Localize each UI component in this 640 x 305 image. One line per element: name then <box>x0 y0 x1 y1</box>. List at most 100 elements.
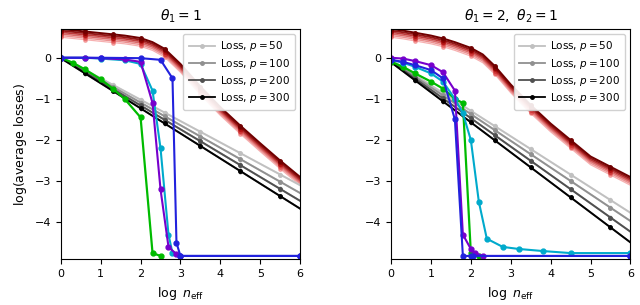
Loss, $p = 300$ <box>451 109 459 112</box>
Loss, $p = 50$ <box>109 83 116 87</box>
Loss, $p = 100$ <box>587 192 595 196</box>
Loss, $p = 300$ <box>439 99 447 103</box>
Line: Loss, $p = 100$: Loss, $p = 100$ <box>59 56 302 195</box>
Loss, $p = 300$ <box>587 210 595 214</box>
Loss, $p = 200$ <box>491 133 499 137</box>
Line: Loss, $p = 300$: Loss, $p = 300$ <box>389 61 632 244</box>
Loss, $p = 100$ <box>451 102 459 105</box>
Loss, $p = 100$ <box>81 69 88 73</box>
Loss, $p = 100$ <box>161 114 168 118</box>
Loss, $p = 200$ <box>527 159 534 163</box>
X-axis label: $\log\ n_{\mathrm{eff}}$: $\log\ n_{\mathrm{eff}}$ <box>487 285 534 302</box>
Loss, $p = 50$ <box>451 99 459 102</box>
Y-axis label: $\log(\mathrm{average\ losses})$: $\log(\mathrm{average\ losses})$ <box>12 82 29 206</box>
Loss, $p = 300$ <box>69 64 77 67</box>
Loss, $p = 50$ <box>257 162 264 166</box>
Loss, $p = 100$ <box>527 152 534 156</box>
Loss, $p = 200$ <box>69 63 77 67</box>
Loss, $p = 300$ <box>467 120 475 124</box>
Loss, $p = 100$ <box>479 120 486 124</box>
Loss, $p = 100$ <box>121 92 129 95</box>
Loss, $p = 100$ <box>196 135 204 138</box>
Loss, $p = 50$ <box>276 173 284 176</box>
Loss, $p = 50$ <box>439 91 447 95</box>
Loss, $p = 50$ <box>491 124 499 128</box>
Loss, $p = 200$ <box>161 118 168 122</box>
Loss, $p = 200$ <box>196 139 204 143</box>
Loss, $p = 100$ <box>69 62 77 66</box>
Loss, $p = 50$ <box>547 160 554 163</box>
Loss, $p = 200$ <box>399 68 407 72</box>
Loss, $p = 300$ <box>236 169 244 173</box>
Legend: Loss, $p = 50$, Loss, $p = 100$, Loss, $p = 200$, Loss, $p = 300$: Loss, $p = 50$, Loss, $p = 100$, Loss, $… <box>514 34 625 110</box>
Loss, $p = 100$ <box>411 75 419 78</box>
Loss, $p = 50$ <box>148 104 156 108</box>
Loss, $p = 300$ <box>411 78 419 82</box>
Loss, $p = 50$ <box>296 183 304 187</box>
Loss, $p = 50$ <box>387 58 395 62</box>
Loss, $p = 200$ <box>81 70 88 74</box>
Loss, $p = 200$ <box>439 96 447 100</box>
Loss, $p = 300$ <box>491 138 499 142</box>
Loss, $p = 300$ <box>567 196 575 199</box>
Loss, $p = 200$ <box>427 88 435 92</box>
Loss, $p = 200$ <box>177 127 184 131</box>
Loss, $p = 100$ <box>148 108 156 111</box>
Loss, $p = 50$ <box>427 84 435 87</box>
Loss, $p = 100$ <box>177 123 184 127</box>
Legend: Loss, $p = 50$, Loss, $p = 100$, Loss, $p = 200$, Loss, $p = 300$: Loss, $p = 50$, Loss, $p = 100$, Loss, $… <box>183 34 295 110</box>
Line: Loss, $p = 100$: Loss, $p = 100$ <box>389 59 632 223</box>
Loss, $p = 200$ <box>121 94 129 98</box>
Loss, $p = 50$ <box>507 135 515 138</box>
Loss, $p = 300$ <box>121 96 129 100</box>
X-axis label: $\log\ n_{\mathrm{eff}}$: $\log\ n_{\mathrm{eff}}$ <box>157 285 204 302</box>
Loss, $p = 300$ <box>276 194 284 198</box>
Loss, $p = 200$ <box>451 105 459 109</box>
Loss, $p = 100$ <box>276 180 284 184</box>
Loss, $p = 200$ <box>387 60 395 63</box>
Loss, $p = 50$ <box>587 185 595 189</box>
Loss, $p = 100$ <box>296 191 304 195</box>
Line: Loss, $p = 300$: Loss, $p = 300$ <box>59 56 302 210</box>
Loss, $p = 300$ <box>137 106 145 110</box>
Loss, $p = 200$ <box>148 111 156 114</box>
Loss, $p = 100$ <box>137 101 145 104</box>
Loss, $p = 200$ <box>257 175 264 179</box>
Loss, $p = 300$ <box>148 114 156 118</box>
Loss, $p = 200$ <box>627 230 634 234</box>
Loss, $p = 300$ <box>196 144 204 148</box>
Line: Loss, $p = 50$: Loss, $p = 50$ <box>59 55 302 187</box>
Loss, $p = 200$ <box>109 87 116 91</box>
Loss, $p = 300$ <box>257 182 264 185</box>
Loss, $p = 50$ <box>467 109 475 113</box>
Loss, $p = 200$ <box>97 80 104 84</box>
Line: Loss, $p = 200$: Loss, $p = 200$ <box>59 56 302 203</box>
Loss, $p = 300$ <box>177 131 184 135</box>
Loss, $p = 100$ <box>399 67 407 70</box>
Loss, $p = 100$ <box>216 146 224 150</box>
Loss, $p = 200$ <box>296 199 304 203</box>
Loss, $p = 50$ <box>479 117 486 120</box>
Loss, $p = 200$ <box>587 202 595 205</box>
Loss, $p = 200$ <box>216 151 224 155</box>
Loss, $p = 100$ <box>439 94 447 97</box>
Line: Loss, $p = 200$: Loss, $p = 200$ <box>389 60 632 233</box>
Loss, $p = 50$ <box>567 173 575 176</box>
Loss, $p = 200$ <box>567 187 575 191</box>
Loss, $p = 300$ <box>507 150 515 154</box>
Line: Loss, $p = 50$: Loss, $p = 50$ <box>389 58 632 214</box>
Loss, $p = 100$ <box>97 78 104 82</box>
Loss, $p = 50$ <box>627 211 634 215</box>
Loss, $p = 50$ <box>216 141 224 144</box>
Loss, $p = 100$ <box>467 112 475 116</box>
Loss, $p = 50$ <box>97 77 104 80</box>
Loss, $p = 50$ <box>196 130 204 134</box>
Title: $\theta_1 = 1$: $\theta_1 = 1$ <box>159 8 202 25</box>
Loss, $p = 100$ <box>627 219 634 223</box>
Loss, $p = 50$ <box>411 73 419 77</box>
Loss, $p = 200$ <box>467 117 475 120</box>
Loss, $p = 200$ <box>137 104 145 107</box>
Loss, $p = 300$ <box>57 56 65 60</box>
Loss, $p = 100$ <box>427 85 435 89</box>
Loss, $p = 50$ <box>236 151 244 155</box>
